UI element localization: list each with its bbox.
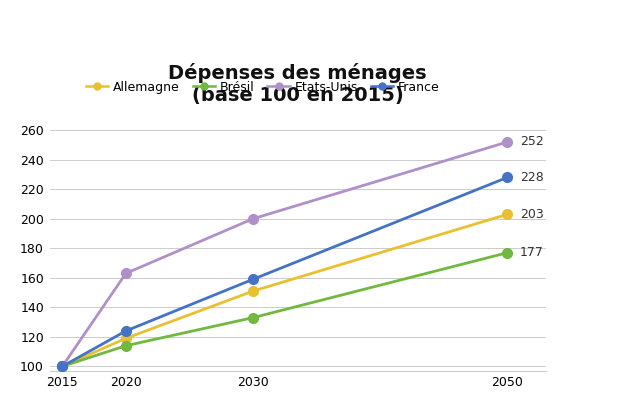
Text: 228: 228 xyxy=(520,171,544,184)
Text: 177: 177 xyxy=(520,246,544,259)
Text: 203: 203 xyxy=(520,208,544,221)
Legend: Allemagne, Brésil, Etats-Unis, France: Allemagne, Brésil, Etats-Unis, France xyxy=(81,76,445,98)
Title: Dépenses des ménages
(base 100 en 2015): Dépenses des ménages (base 100 en 2015) xyxy=(168,63,427,105)
Text: 252: 252 xyxy=(520,136,544,148)
